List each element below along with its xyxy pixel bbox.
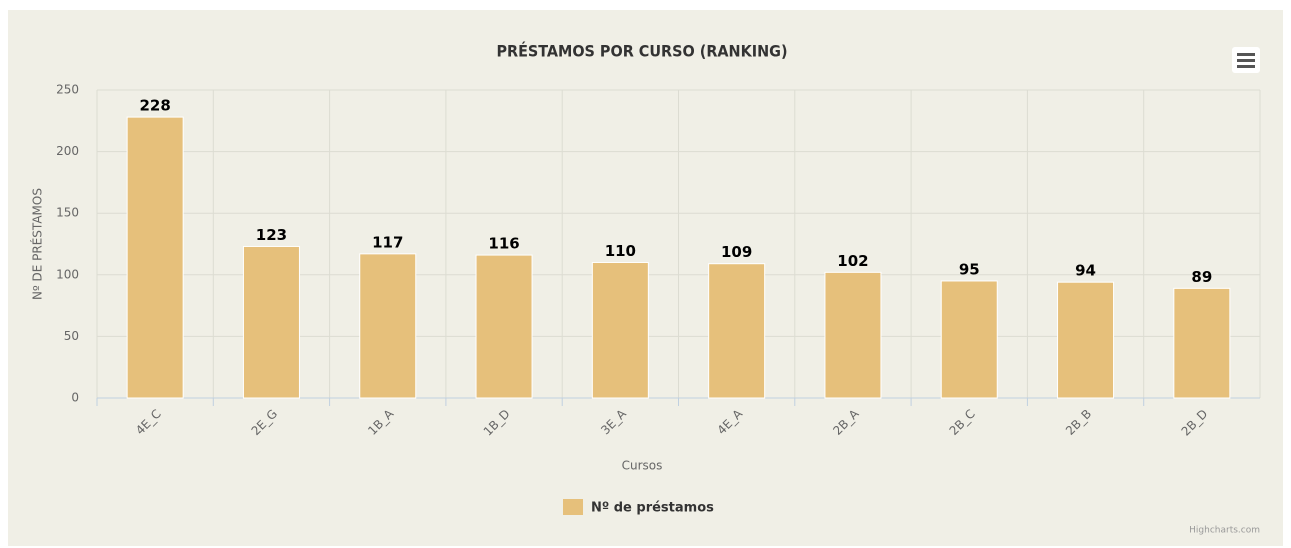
data-label: 109: [721, 243, 752, 261]
y-tick-label: 200: [56, 144, 79, 158]
chart-title: PRÉSTAMOS POR CURSO (RANKING): [496, 42, 787, 61]
y-tick-label: 150: [56, 206, 79, 220]
y-axis-title: Nº DE PRÉSTAMOS: [30, 188, 45, 300]
legend-label: Nº de préstamos: [591, 501, 714, 516]
data-label: 89: [1191, 268, 1212, 286]
credits: Highcharts.com: [1189, 526, 1260, 536]
bar: [475, 254, 533, 399]
data-label: 123: [256, 226, 287, 244]
legend-swatch: [563, 499, 583, 515]
menu-button[interactable]: [1232, 47, 1260, 73]
data-label: 117: [372, 233, 403, 251]
y-tick-label: 50: [64, 329, 79, 343]
bar: [1057, 281, 1115, 399]
bar: [708, 263, 766, 399]
bar: [824, 271, 882, 399]
y-tick-label: 250: [56, 83, 79, 97]
bar: [359, 253, 417, 399]
data-label: 110: [605, 242, 636, 260]
y-tick-label: 100: [56, 267, 79, 281]
menu-bar: [1237, 53, 1255, 56]
data-label: 94: [1075, 262, 1096, 280]
bar: [242, 245, 300, 399]
data-label: 116: [488, 235, 519, 253]
bar: [1173, 287, 1231, 399]
data-label: 102: [837, 252, 868, 270]
menu-bar: [1237, 65, 1255, 68]
menu-bar: [1237, 59, 1255, 62]
y-tick-label: 0: [71, 391, 79, 405]
data-label: 95: [959, 260, 980, 278]
data-label: 228: [139, 97, 170, 115]
bar: [940, 280, 998, 399]
bar: [126, 116, 184, 399]
bar: [591, 261, 649, 399]
x-axis-title: Cursos: [622, 459, 663, 473]
